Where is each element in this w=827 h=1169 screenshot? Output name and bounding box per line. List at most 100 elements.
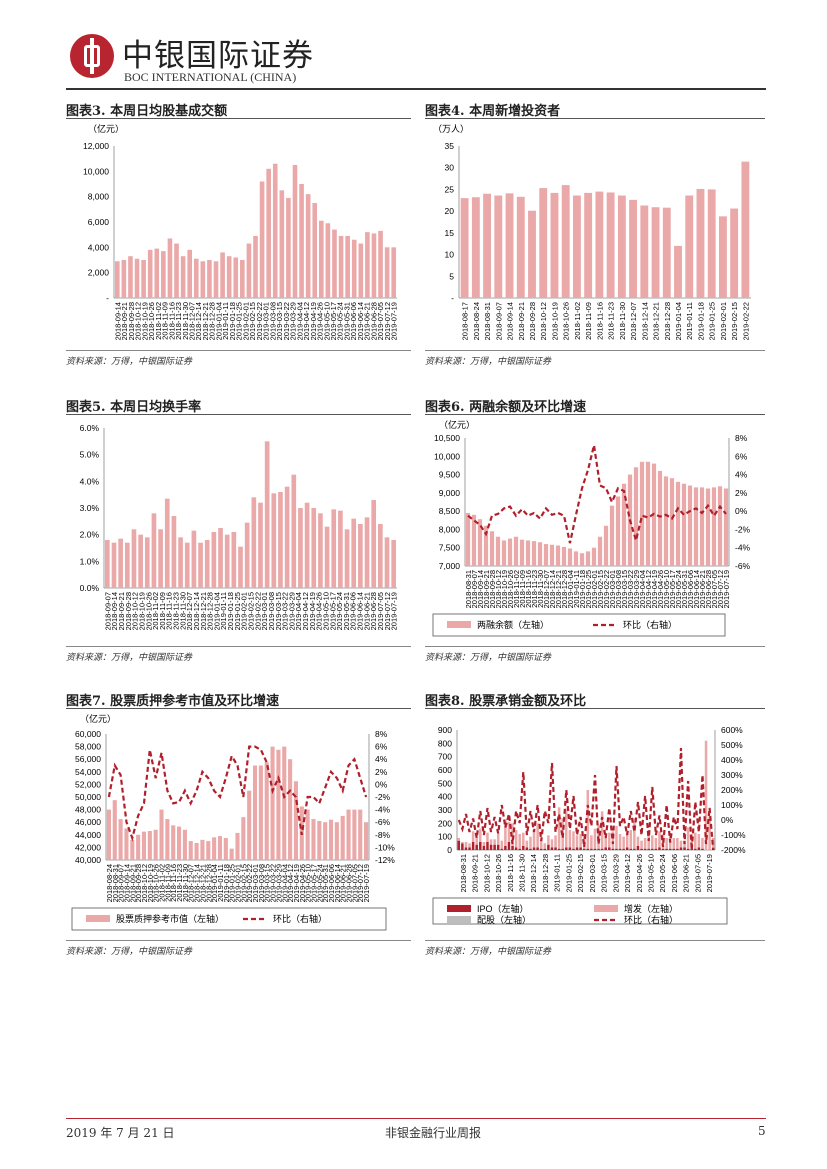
bar	[482, 846, 486, 850]
bar	[177, 826, 182, 860]
bar	[496, 844, 500, 850]
bar	[464, 847, 468, 850]
x-tick-label: 2019-02-15	[248, 302, 257, 340]
bar	[184, 542, 190, 588]
bar	[572, 831, 575, 849]
bar	[579, 834, 582, 848]
bar	[468, 843, 471, 848]
x-tick-label: 2019-03-08	[267, 592, 276, 630]
bar	[573, 551, 579, 566]
bar	[572, 848, 575, 850]
bar	[193, 258, 199, 298]
x-tick-label: 2019-03-01	[262, 302, 271, 340]
bar	[200, 261, 206, 298]
chart-source: 资料来源：万得，中银国际证券	[425, 653, 552, 663]
bar	[647, 848, 650, 850]
x-tick-label: 2019-03-22	[626, 570, 635, 608]
y-tick-label: 1.0%	[80, 556, 100, 566]
x-tick-label: 2019-07-12	[356, 864, 365, 902]
bar	[625, 831, 629, 848]
x-tick-label: 2018-09-21	[482, 570, 491, 608]
bar	[604, 847, 607, 850]
x-tick-label: 2019-06-06	[670, 854, 679, 892]
bar	[178, 537, 183, 588]
bar	[299, 184, 304, 298]
x-tick-label: 2018-09-28	[127, 302, 136, 340]
bar	[701, 838, 704, 849]
y2-tick-label: -10%	[375, 842, 395, 852]
y-tick-label: 25	[445, 184, 455, 194]
y2-tick-label: 4%	[375, 754, 388, 764]
bar	[384, 537, 390, 588]
y2-tick-label: 0%	[721, 815, 734, 825]
bar	[672, 838, 676, 849]
bar	[482, 842, 486, 846]
bar	[282, 746, 287, 860]
bar	[500, 848, 504, 850]
bar	[493, 839, 496, 845]
bar	[511, 823, 514, 846]
mom-line	[457, 747, 715, 851]
bar	[106, 809, 111, 860]
y-tick-label: 50,000	[75, 792, 101, 802]
x-tick-label: 2018-11-09	[584, 302, 593, 340]
bar	[606, 192, 615, 298]
x-tick-label: 2019-03-15	[620, 570, 629, 608]
x-tick-label: 2019-04-04	[638, 570, 647, 608]
legend-bar-swatch	[447, 916, 471, 923]
bar	[622, 836, 625, 849]
y2-tick-label: -6%	[735, 561, 751, 571]
bar	[505, 193, 514, 298]
x-tick-label: 2019-06-06	[349, 592, 358, 630]
bar	[241, 817, 246, 860]
bar	[128, 256, 133, 298]
x-tick-label: 2019-02-15	[596, 570, 605, 608]
bar	[669, 478, 675, 566]
bar	[288, 759, 293, 860]
bar	[246, 243, 252, 298]
bar	[567, 548, 573, 566]
x-tick-label: 2018-10-19	[550, 302, 559, 340]
x-tick-label: 2019-02-22	[245, 864, 254, 902]
bar	[685, 195, 694, 298]
x-tick-label: 2019-02-22	[253, 592, 262, 630]
x-tick-label: 2019-05-24	[674, 570, 683, 608]
bar	[665, 838, 668, 849]
bar	[191, 530, 197, 588]
bar	[550, 839, 554, 848]
bar	[696, 188, 705, 298]
x-tick-label: 2018-10-19	[140, 302, 149, 340]
bar	[460, 198, 469, 298]
x-tick-label: 2018-12-14	[548, 570, 557, 608]
bar	[617, 195, 626, 298]
bar	[575, 835, 579, 848]
chart-8-svg: 0 100 200 300 400 500 600 700 800 900 -200% -100% 0%…	[432, 725, 746, 925]
x-tick-label: 2019-01-18	[222, 864, 231, 902]
x-tick-label: 2019-04-26	[635, 854, 644, 892]
x-tick-label: 2019-05-24	[336, 302, 345, 340]
x-tick-label: 2019-01-04	[566, 570, 575, 608]
bar	[590, 835, 593, 849]
y-tick-label: 2.0%	[80, 530, 100, 540]
bar	[344, 529, 350, 588]
y-tick-label: 35	[445, 141, 455, 151]
bar	[293, 781, 298, 860]
bar	[212, 837, 217, 860]
x-tick-label: 2018-12-21	[201, 302, 210, 340]
x-tick-label: 2019-06-21	[682, 854, 691, 892]
x-tick-label: 2019-05-17	[309, 864, 318, 902]
bar	[679, 847, 683, 850]
bar	[543, 544, 549, 566]
bar	[651, 207, 660, 298]
bar	[662, 207, 671, 298]
y2-tick-label: 4%	[735, 470, 748, 480]
x-tick-label: 2019-04-04	[294, 592, 303, 630]
bar	[697, 847, 701, 850]
x-tick-label: 2018-10-19	[137, 592, 146, 630]
unit-label: （亿元）	[80, 713, 116, 724]
bar	[658, 831, 661, 848]
bar	[561, 546, 567, 566]
x-tick-label: 2019-04-26	[298, 864, 307, 902]
x-tick-label: 2019-03-15	[275, 302, 284, 340]
bar	[554, 835, 557, 848]
